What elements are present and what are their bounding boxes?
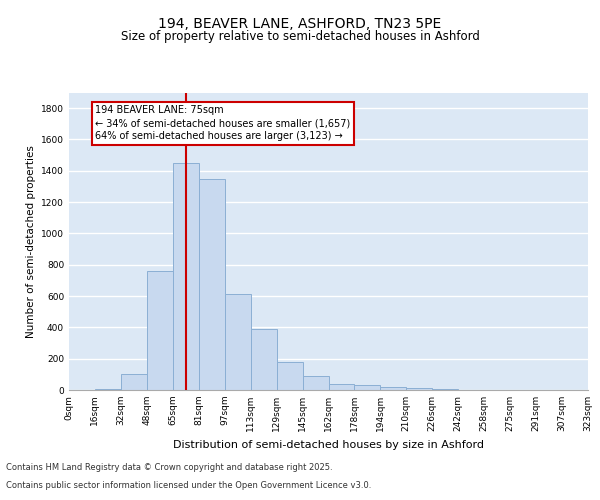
- Bar: [433, 389, 458, 390]
- Bar: [173, 163, 199, 390]
- Text: Contains public sector information licensed under the Open Government Licence v3: Contains public sector information licen…: [6, 481, 371, 490]
- Bar: [329, 384, 355, 390]
- Bar: [380, 387, 406, 390]
- Y-axis label: Number of semi-detached properties: Number of semi-detached properties: [26, 145, 35, 338]
- Bar: [355, 386, 380, 390]
- Text: Contains HM Land Registry data © Crown copyright and database right 2025.: Contains HM Land Registry data © Crown c…: [6, 464, 332, 472]
- Bar: [95, 389, 121, 390]
- Bar: [225, 294, 251, 390]
- Bar: [406, 388, 432, 390]
- Bar: [147, 271, 173, 390]
- Text: Size of property relative to semi-detached houses in Ashford: Size of property relative to semi-detach…: [121, 30, 479, 43]
- Bar: [121, 374, 147, 390]
- Bar: [302, 376, 329, 390]
- Bar: [277, 362, 302, 390]
- Bar: [199, 178, 224, 390]
- Text: 194 BEAVER LANE: 75sqm
← 34% of semi-detached houses are smaller (1,657)
64% of : 194 BEAVER LANE: 75sqm ← 34% of semi-det…: [95, 105, 350, 142]
- X-axis label: Distribution of semi-detached houses by size in Ashford: Distribution of semi-detached houses by …: [173, 440, 484, 450]
- Bar: [251, 329, 277, 390]
- Text: 194, BEAVER LANE, ASHFORD, TN23 5PE: 194, BEAVER LANE, ASHFORD, TN23 5PE: [158, 18, 442, 32]
